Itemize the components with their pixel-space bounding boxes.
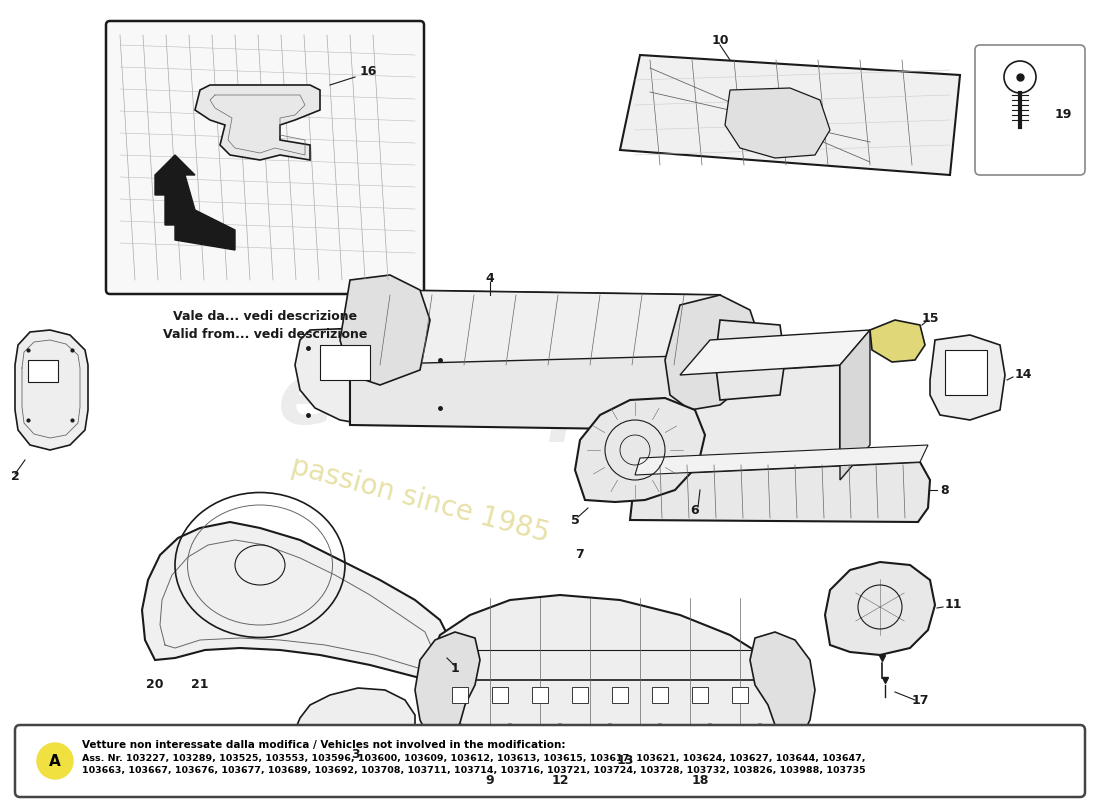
- Text: 10: 10: [712, 34, 728, 46]
- Text: 16: 16: [360, 65, 377, 78]
- Polygon shape: [415, 632, 480, 740]
- FancyBboxPatch shape: [15, 725, 1085, 797]
- Bar: [652, 687, 668, 703]
- Text: 18: 18: [691, 774, 708, 786]
- Polygon shape: [635, 445, 928, 475]
- Bar: [532, 687, 548, 703]
- Polygon shape: [195, 85, 320, 160]
- Bar: [28, 360, 58, 382]
- Polygon shape: [680, 330, 870, 375]
- Text: passion since 1985: passion since 1985: [288, 452, 552, 548]
- FancyBboxPatch shape: [975, 45, 1085, 175]
- Polygon shape: [715, 320, 785, 400]
- Text: 6: 6: [691, 503, 700, 517]
- Bar: [612, 687, 628, 703]
- Text: 9: 9: [486, 774, 494, 786]
- Text: 8: 8: [940, 483, 948, 497]
- Text: 3: 3: [351, 749, 360, 762]
- Circle shape: [654, 724, 666, 736]
- Bar: [492, 687, 508, 703]
- Text: 13: 13: [616, 754, 634, 766]
- Bar: [452, 687, 468, 703]
- Text: 17: 17: [911, 694, 928, 706]
- Text: 2: 2: [11, 470, 20, 482]
- Bar: [692, 687, 708, 703]
- Polygon shape: [340, 275, 430, 385]
- Polygon shape: [840, 330, 870, 480]
- Polygon shape: [630, 462, 930, 522]
- Circle shape: [454, 724, 466, 736]
- Text: 4: 4: [485, 271, 494, 285]
- Polygon shape: [142, 522, 450, 678]
- Text: eurospares: eurospares: [277, 358, 823, 442]
- Bar: [945, 350, 987, 395]
- Circle shape: [704, 724, 716, 736]
- Circle shape: [754, 724, 766, 736]
- Polygon shape: [155, 155, 235, 250]
- Polygon shape: [350, 290, 720, 365]
- Polygon shape: [350, 290, 720, 430]
- Circle shape: [504, 724, 516, 736]
- Polygon shape: [15, 330, 88, 450]
- Polygon shape: [825, 562, 935, 655]
- Circle shape: [1004, 61, 1036, 93]
- Text: Vale da... vedi descrizione
Valid from... vedi descrizione: Vale da... vedi descrizione Valid from..…: [163, 310, 367, 341]
- Circle shape: [554, 724, 566, 736]
- Text: 7: 7: [575, 549, 584, 562]
- Polygon shape: [725, 88, 830, 158]
- Text: 14: 14: [1015, 369, 1033, 382]
- Polygon shape: [680, 365, 840, 490]
- Circle shape: [37, 743, 73, 779]
- Text: 1: 1: [451, 662, 460, 674]
- Polygon shape: [295, 688, 415, 742]
- Text: 21: 21: [191, 678, 209, 691]
- Text: 11: 11: [945, 598, 962, 611]
- Text: 19: 19: [1055, 109, 1072, 122]
- Text: 103663, 103667, 103676, 103677, 103689, 103692, 103708, 103711, 103714, 103716, : 103663, 103667, 103676, 103677, 103689, …: [82, 766, 866, 775]
- Polygon shape: [430, 595, 800, 740]
- Bar: [732, 687, 748, 703]
- Polygon shape: [295, 328, 450, 425]
- Polygon shape: [870, 320, 925, 362]
- Bar: [320, 345, 370, 380]
- Text: Vetture non interessate dalla modifica / Vehicles not involved in the modificati: Vetture non interessate dalla modifica /…: [82, 740, 565, 750]
- Text: 5: 5: [571, 514, 580, 526]
- Text: 20: 20: [146, 678, 164, 691]
- Polygon shape: [930, 335, 1005, 420]
- Polygon shape: [750, 632, 815, 740]
- FancyBboxPatch shape: [106, 21, 424, 294]
- Text: Ass. Nr. 103227, 103289, 103525, 103553, 103596, 103600, 103609, 103612, 103613,: Ass. Nr. 103227, 103289, 103525, 103553,…: [82, 754, 866, 763]
- Text: 12: 12: [551, 774, 569, 786]
- Circle shape: [604, 724, 616, 736]
- Bar: [572, 687, 588, 703]
- Polygon shape: [575, 398, 705, 502]
- Text: A: A: [50, 754, 60, 769]
- Polygon shape: [620, 55, 960, 175]
- Text: 15: 15: [922, 311, 938, 325]
- Polygon shape: [666, 295, 760, 410]
